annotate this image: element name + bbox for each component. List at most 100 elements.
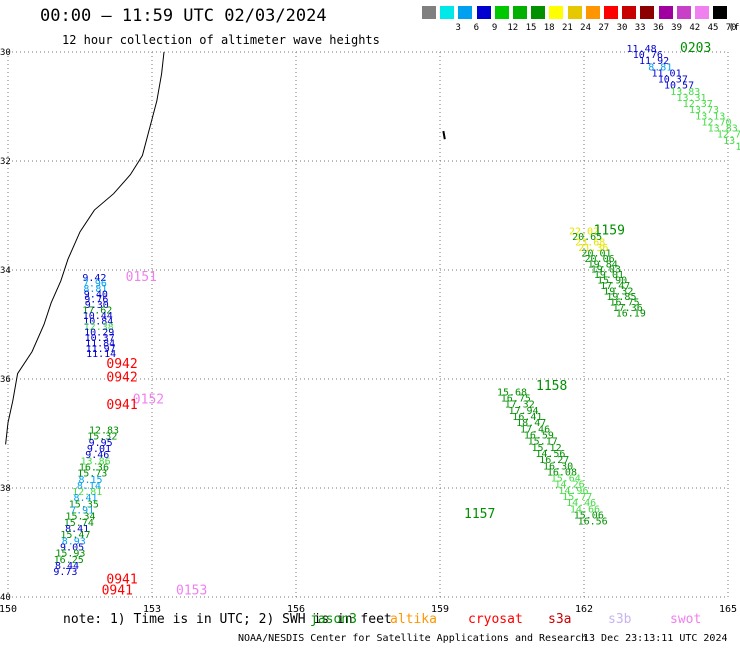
satellite-cryosat: cryosat	[468, 612, 523, 627]
wave-height-value: 15.35	[69, 499, 99, 510]
wave-height-value: 13.0	[723, 136, 740, 147]
pass-time-label: 0941	[106, 398, 137, 413]
legend-label: 39	[671, 23, 683, 33]
legend-label: 15	[525, 23, 537, 33]
legend-label: 27	[598, 23, 610, 33]
wave-height-value: 15.12	[532, 443, 562, 454]
legend-label: 30	[616, 23, 628, 33]
wave-height-value: 15.74	[64, 518, 94, 529]
wave-height-value: 8.41	[73, 493, 97, 504]
wave-height-value: 12.83	[89, 426, 119, 437]
wave-height-value: 17.46	[520, 424, 550, 435]
wave-height-value: 14.96	[558, 486, 588, 497]
wave-height-value: 11.97	[86, 344, 116, 355]
wave-height-value: 9.40	[84, 289, 108, 300]
pass-time-label: 1159	[594, 224, 625, 239]
wave-height-value: 10.57	[664, 81, 694, 92]
lon-tick-label: 162	[575, 604, 593, 615]
wave-height-value: 10.44	[83, 311, 113, 322]
wave-height-value: 15.68	[497, 387, 527, 398]
wave-height-value: 13.73	[689, 105, 719, 116]
pass-time-label: 0941	[106, 572, 137, 587]
wave-height-value: 11.14	[86, 349, 116, 360]
wave-height-value: 15.77	[562, 492, 592, 503]
pass-time-label: 1158	[536, 379, 567, 394]
wave-height-value: 13.83	[708, 124, 738, 135]
wave-height-value: 19.32	[603, 287, 633, 298]
wave-height-value: 10.29	[84, 327, 114, 338]
legend-swatch	[567, 6, 582, 19]
wave-height-value: 14.46	[566, 498, 596, 509]
lat-tick-label: 30	[0, 48, 11, 58]
legend-swatch	[658, 6, 673, 19]
legend-swatch	[494, 6, 509, 19]
wave-height-value: 16.08	[547, 467, 577, 478]
satellite-altika: altika	[390, 612, 437, 627]
wave-height-value: 9.05	[60, 543, 84, 554]
wave-height-value: 13.13	[695, 111, 725, 122]
legend-label: 9	[491, 23, 498, 33]
legend-label: 21	[561, 23, 573, 33]
legend-swatch	[713, 6, 728, 19]
pass-time-label: 0151	[126, 270, 157, 285]
lat-tick-label: 40	[0, 593, 11, 603]
legend-label: 6	[473, 23, 480, 33]
wave-height-value: 16.75	[501, 394, 531, 405]
wave-height-value: 13.86	[81, 456, 111, 467]
wave-height-value: 17.47	[600, 281, 630, 292]
legend-swatch	[695, 6, 709, 19]
pass-time-label: 0152	[133, 393, 164, 408]
wave-height-value: 16.25	[54, 555, 84, 566]
wave-height-value: 16.75	[610, 297, 640, 308]
wave-height-value: 15.32	[87, 432, 117, 443]
legend-swatch	[676, 6, 691, 19]
wave-height-value: 20.65	[572, 232, 602, 243]
wave-height-value: 14.26	[555, 480, 585, 491]
wave-height-value: 17.36	[613, 303, 643, 314]
satellite-s3b: s3b	[608, 612, 632, 627]
wave-height-value: 16.27	[539, 455, 569, 466]
lat-tick-label: 34	[0, 266, 11, 276]
wave-height-value: 10.37	[85, 333, 115, 344]
wave-height-value: 16.41	[512, 412, 542, 423]
lat-tick-label: 32	[0, 157, 11, 167]
wave-height-value: 8.41	[65, 524, 89, 535]
legend-label: 12	[507, 23, 519, 33]
wave-height-value: 16.59	[524, 430, 554, 441]
wave-height-value: 10.37	[658, 75, 688, 86]
wave-height-value: 11.84	[85, 338, 115, 349]
wave-height-value: 12.7	[717, 130, 740, 141]
wave-height-value: 16.19	[616, 308, 646, 319]
legend-swatch	[622, 6, 637, 19]
wave-height-value: 8.44	[55, 561, 79, 572]
wave-height-value: 15.64	[551, 474, 581, 485]
legend-swatch	[458, 6, 473, 19]
pass-time-label: 0942	[106, 371, 137, 386]
lord-howe-island	[442, 130, 446, 140]
wave-height-value: 15.34	[65, 512, 95, 523]
wave-height-value: 19.84	[588, 259, 618, 270]
legend-label: 70	[725, 23, 737, 33]
satellite-swot: swot	[670, 612, 702, 627]
wave-height-value: 19.01	[594, 270, 624, 281]
pass-time-label: 0942	[106, 357, 137, 372]
map-subtitle: 12 hour collection of altimeter wave hei…	[62, 33, 380, 47]
wave-height-value: 22.02	[569, 227, 599, 238]
wave-height-value: 14.66	[570, 504, 600, 515]
wave-height-value: 7.96	[83, 278, 107, 289]
wave-height-value: 11.01	[652, 68, 682, 79]
lat-tick-label: 36	[0, 375, 11, 385]
wave-height-value: 12.70	[701, 117, 731, 128]
wave-height-value: 8.81	[83, 284, 107, 295]
wave-height-value: 17.62	[82, 306, 112, 317]
satellite-jason3: jason3	[310, 612, 357, 627]
legend-swatch	[640, 6, 655, 19]
legend-label: 45	[707, 23, 719, 33]
wave-height-value: 11.92	[639, 56, 669, 67]
wave-height-value: 19.03	[591, 265, 621, 276]
legend-swatch	[476, 6, 491, 19]
wave-height-value: 15.93	[55, 549, 85, 560]
credit-text: NOAA/NESDIS Center for Satellite Applica…	[238, 633, 588, 644]
wave-height-value: 20.01	[581, 248, 611, 259]
